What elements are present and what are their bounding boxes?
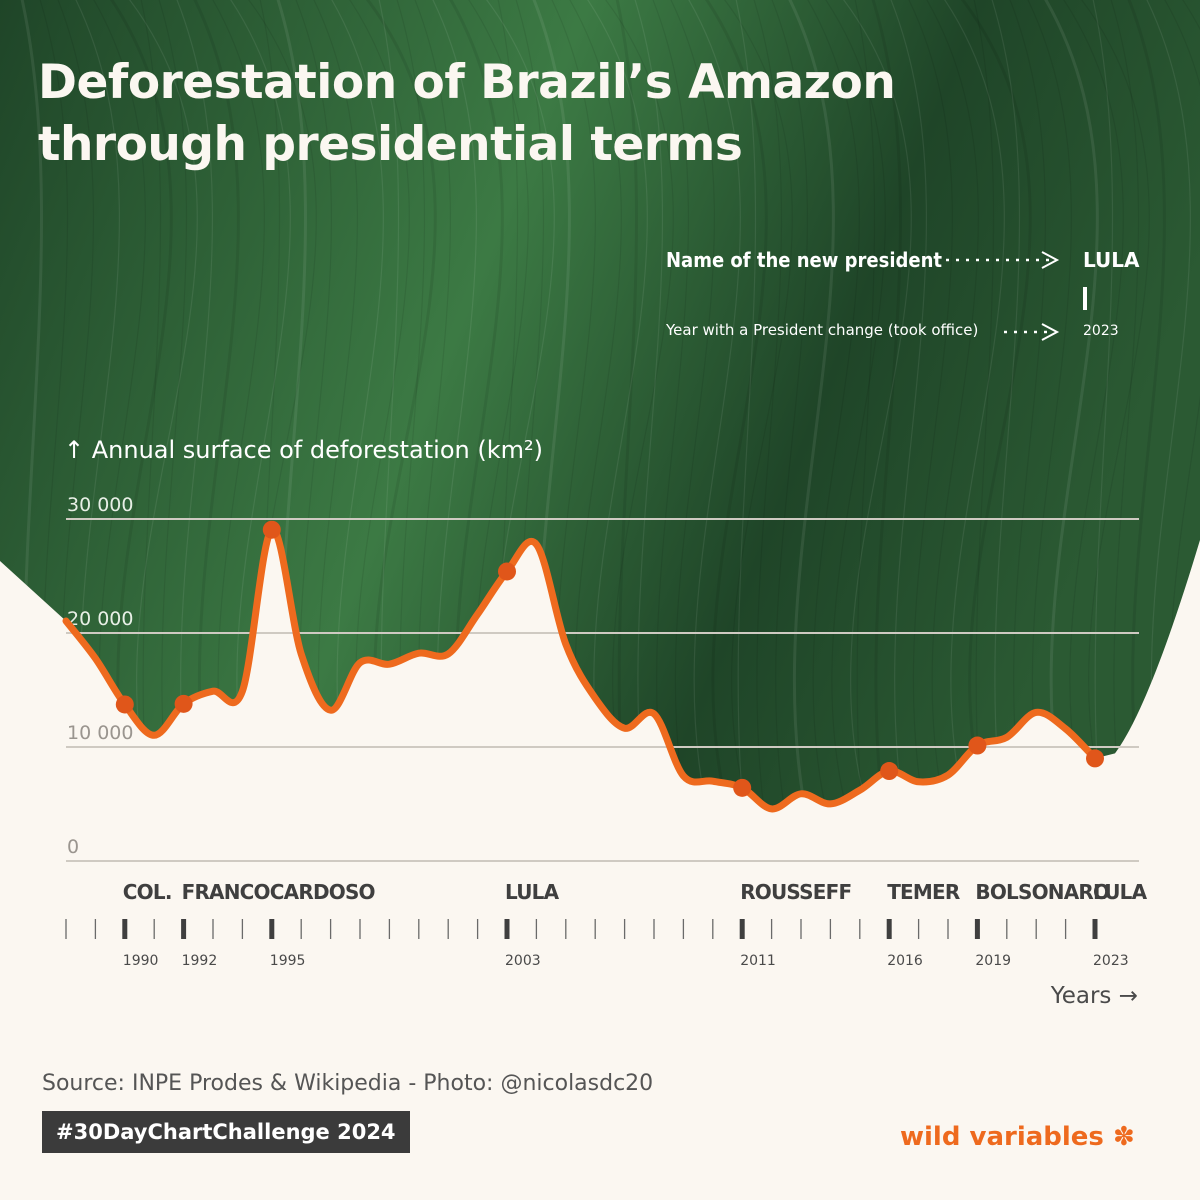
president-change-marker xyxy=(498,562,516,581)
legend-year-text: Year with a President change (took offic… xyxy=(666,321,979,339)
president-change-marker xyxy=(262,520,281,539)
president-name-label: CARDOSO xyxy=(270,880,375,904)
y-axis-label: ↑ Annual surface of deforestation (km²) xyxy=(64,436,543,464)
brand-logo: wild variables ✽ xyxy=(900,1122,1135,1152)
legend-name-text: Name of the new president xyxy=(666,248,942,272)
leaf-vein xyxy=(767,0,808,809)
president-change-marker xyxy=(880,762,899,781)
leaf-vein xyxy=(750,0,783,809)
leaf-vein xyxy=(868,0,902,809)
source-credit: Source: INPE Prodes & Wikipedia - Photo:… xyxy=(42,1071,654,1096)
page-title: Deforestation of Brazil’s Amazon through… xyxy=(38,55,896,172)
change-year-label: 1992 xyxy=(182,953,218,969)
leaf-vein xyxy=(835,0,912,809)
leaf-fill xyxy=(0,0,1200,809)
change-year-label: 2011 xyxy=(740,953,776,969)
leaf-vein xyxy=(783,0,835,809)
president-name-label: TEMER xyxy=(887,880,960,904)
leaf-vein xyxy=(682,0,741,809)
change-year-label: 2023 xyxy=(1093,953,1129,969)
flower-icon: ✽ xyxy=(1112,1122,1135,1152)
leaf-vein xyxy=(733,0,757,809)
change-year-label: 1995 xyxy=(270,953,306,969)
y-tick-label: 30 000 xyxy=(67,494,133,516)
x-axis-label: Years → xyxy=(1050,983,1138,1009)
change-year-label: 2019 xyxy=(975,953,1011,969)
leaf-vein xyxy=(801,0,860,809)
president-change-marker xyxy=(174,694,193,713)
leaf-vein xyxy=(818,0,886,809)
change-year-label: 1990 xyxy=(123,953,159,969)
legend-year-arrowhead xyxy=(1041,323,1060,341)
y-tick-label: 10 000 xyxy=(67,722,133,744)
president-name-label: COL. xyxy=(123,880,172,904)
leaf-vein xyxy=(852,0,876,809)
legend-example-president: LULA xyxy=(1083,248,1140,272)
y-tick-label: 0 xyxy=(67,836,79,858)
leaf-vein xyxy=(920,0,979,809)
change-year-label: 2003 xyxy=(505,953,541,969)
president-change-marker xyxy=(115,695,134,714)
hashtag-badge: #30DayChartChallenge 2024 xyxy=(42,1111,410,1153)
president-change-marker xyxy=(968,736,987,755)
leaf-vein xyxy=(886,0,927,809)
change-year-label: 2016 xyxy=(887,953,923,969)
president-name-label: LULA xyxy=(505,880,560,904)
legend-example-year: 2023 xyxy=(1083,323,1119,339)
leaf-vein xyxy=(903,0,953,809)
president-name-label: ROUSSEFF xyxy=(740,880,851,904)
legend-name-arrowhead xyxy=(1041,251,1060,269)
deforestation-line xyxy=(62,526,1099,813)
leaf-vein xyxy=(698,0,768,809)
president-change-marker xyxy=(1086,749,1104,768)
y-tick-label: 20 000 xyxy=(67,608,133,630)
president-name-label: LULA xyxy=(1093,880,1148,904)
president-name-label: FRANCO xyxy=(182,880,270,904)
brand-name: wild variables xyxy=(900,1122,1104,1152)
president-change-marker xyxy=(733,778,752,797)
leaf-vein xyxy=(716,0,793,809)
president-name-label: BOLSONARO xyxy=(975,880,1109,904)
